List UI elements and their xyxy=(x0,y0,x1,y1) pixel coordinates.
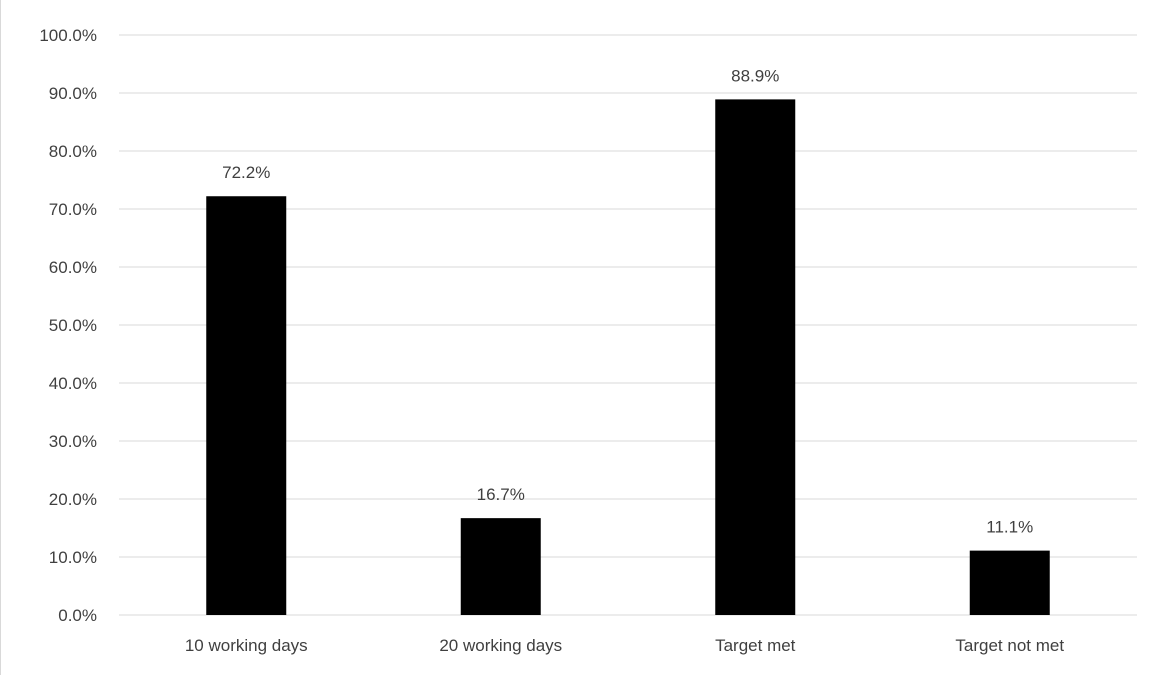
bar xyxy=(969,550,1050,615)
x-tick-label: Target not met xyxy=(955,636,1064,655)
y-tick-label: 40.0% xyxy=(49,374,97,393)
y-tick-label: 0.0% xyxy=(58,606,97,625)
y-tick-label: 30.0% xyxy=(49,432,97,451)
y-tick-label: 80.0% xyxy=(49,142,97,161)
bar xyxy=(460,518,541,615)
x-tick-label: 10 working days xyxy=(185,636,308,655)
x-tick-label: 20 working days xyxy=(439,636,562,655)
x-tick-label: Target met xyxy=(715,636,796,655)
y-tick-label: 70.0% xyxy=(49,200,97,219)
y-tick-label: 20.0% xyxy=(49,490,97,509)
y-tick-label: 10.0% xyxy=(49,548,97,567)
y-axis-tick-labels: 0.0% 10.0% 20.0% 30.0% 40.0% 50.0% 60.0% 70.0% 8… xyxy=(39,26,97,625)
bar xyxy=(715,99,796,615)
data-labels: 72.2% 16.7% 88.9% 11.1% xyxy=(222,66,1033,536)
data-label: 72.2% xyxy=(222,163,270,182)
gridlines xyxy=(119,34,1137,616)
data-label: 16.7% xyxy=(477,485,525,504)
bars xyxy=(206,99,1050,616)
y-tick-label: 90.0% xyxy=(49,84,97,103)
data-label: 88.9% xyxy=(731,66,779,85)
x-axis-tick-labels: 10 working days 20 working days Target met… xyxy=(185,636,1065,655)
y-tick-label: 60.0% xyxy=(49,258,97,277)
bar xyxy=(206,196,287,616)
data-label: 11.1% xyxy=(986,518,1033,537)
y-tick-label: 100.0% xyxy=(39,26,97,45)
y-tick-label: 50.0% xyxy=(49,316,97,335)
